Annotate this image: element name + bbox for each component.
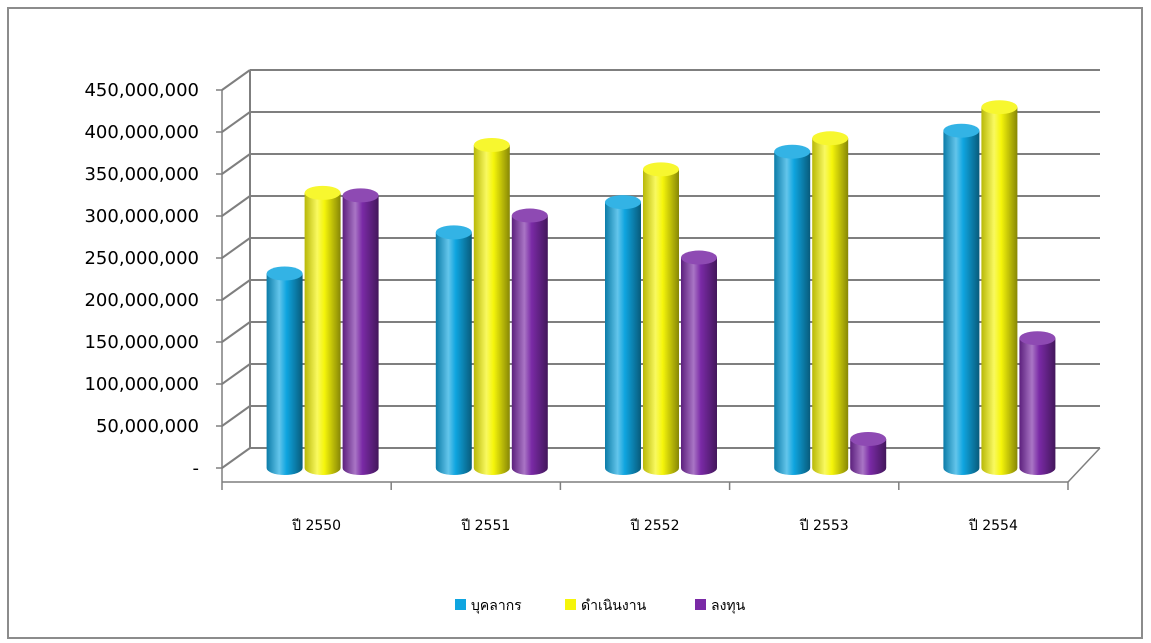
- y-tick-label: 200,000,000: [84, 290, 199, 311]
- bar-body: [473, 145, 510, 476]
- bar-cap: [850, 432, 887, 446]
- x-tick-label: ปี 2553: [799, 518, 848, 534]
- bar-cap: [943, 123, 980, 138]
- x-tick-label: ปี 2551: [461, 518, 510, 534]
- gridline-diagonal: [221, 405, 251, 427]
- legend-label: ดำเนินงาน: [581, 598, 647, 614]
- y-tick-label: 100,000,000: [84, 374, 199, 395]
- y-tick-label: 400,000,000: [84, 122, 199, 143]
- bar-cap: [643, 162, 679, 177]
- bars: ปี 2550 ปี 2551 ปี 2552 ปี 2553 ปี 2554: [266, 100, 1056, 534]
- bar-body: [812, 138, 849, 476]
- legend-item: ลงทุน: [695, 598, 746, 614]
- y-tick-label: 150,000,000: [84, 332, 199, 353]
- gridline-diagonal: [221, 195, 251, 217]
- y-tick-label: 250,000,000: [84, 248, 199, 269]
- legend-swatch: [455, 599, 466, 610]
- x-tick-label: ปี 2550: [292, 518, 341, 534]
- legend-swatch: [695, 599, 706, 610]
- bar: [943, 123, 980, 476]
- gridline-diagonal: [221, 447, 251, 469]
- bar: [774, 144, 811, 476]
- bar-body: [981, 107, 1018, 476]
- bar: [435, 225, 472, 476]
- bar-cap: [981, 100, 1018, 115]
- floor-edge: [1067, 447, 1101, 483]
- gridline-diagonal: [221, 279, 251, 301]
- bar-body: [681, 257, 717, 475]
- bar: [605, 195, 641, 475]
- gridline-diagonal: [221, 237, 251, 259]
- bar: [1019, 331, 1056, 476]
- bar: [342, 188, 379, 476]
- bar: [812, 131, 849, 476]
- bar-body: [511, 215, 548, 476]
- bar-body: [1019, 338, 1056, 476]
- gridline-diagonal: [221, 111, 251, 133]
- bar-body: [342, 195, 379, 476]
- legend-item: ดำเนินงาน: [565, 598, 647, 614]
- bar: [850, 432, 887, 476]
- legend: บุคลากร ดำเนินงาน ลงทุน: [455, 598, 746, 614]
- gridline-diagonal: [221, 69, 251, 91]
- bar: [511, 208, 548, 476]
- bar: [473, 138, 510, 476]
- gridline-diagonal: [221, 153, 251, 175]
- bar-body: [943, 130, 980, 476]
- bar-body: [774, 151, 811, 476]
- bar: [681, 250, 717, 475]
- bar-body: [304, 192, 341, 476]
- legend-swatch: [565, 599, 576, 610]
- bar: [266, 266, 303, 476]
- y-tick-label: 300,000,000: [84, 206, 199, 227]
- bar-cap: [511, 208, 548, 223]
- bar-cap: [304, 185, 341, 200]
- legend-label: บุคลากร: [471, 598, 522, 614]
- bar-cap: [435, 225, 472, 240]
- bar-body: [850, 439, 887, 476]
- x-tick-label: ปี 2552: [630, 518, 679, 534]
- bar-body: [605, 202, 641, 475]
- bar-cap: [473, 138, 510, 152]
- bar-cap: [681, 250, 717, 265]
- bar-cap: [812, 131, 849, 146]
- bar: [981, 100, 1018, 476]
- y-tick-label: 350,000,000: [84, 164, 199, 185]
- bar: [643, 162, 679, 476]
- bar-body: [643, 169, 679, 476]
- legend-label: ลงทุน: [711, 598, 746, 614]
- bar-cap: [774, 144, 811, 159]
- legend-item: บุคลากร: [455, 598, 522, 614]
- bar-cap: [1019, 331, 1056, 346]
- bar-cap: [342, 188, 379, 203]
- y-tick-label: -: [193, 458, 200, 479]
- y-tick-label: 450,000,000: [84, 80, 199, 101]
- bar: [304, 185, 341, 476]
- gridline-diagonal: [221, 321, 251, 343]
- bar-body: [435, 232, 472, 476]
- x-tick-label: ปี 2554: [968, 518, 1018, 534]
- bar-cap: [266, 266, 303, 281]
- y-tick-label: 50,000,000: [96, 416, 199, 437]
- gridline-diagonal: [221, 363, 251, 385]
- bar-body: [266, 273, 303, 476]
- bar-cap: [605, 195, 641, 210]
